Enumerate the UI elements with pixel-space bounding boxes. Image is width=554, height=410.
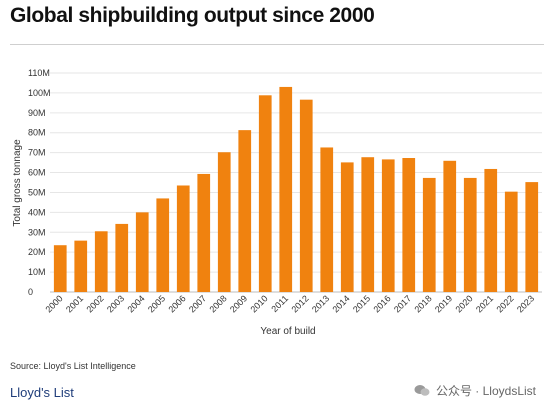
grid-lines — [50, 72, 542, 293]
bar-2000 — [53, 245, 67, 292]
bar-2010 — [258, 95, 272, 292]
y-tick-label: 110M — [28, 68, 50, 78]
y-tick-label: 40M — [28, 207, 46, 217]
x-tick-label: 2016 — [371, 293, 392, 314]
y-tick-label: 50M — [28, 187, 46, 197]
bar-2003 — [115, 223, 129, 292]
x-tick-label: 2007 — [187, 293, 208, 314]
y-tick-label: 80M — [28, 128, 46, 138]
x-tick-label: 2018 — [412, 293, 433, 314]
y-tick-label: 100M — [28, 88, 51, 98]
bar-2001 — [74, 240, 88, 292]
y-tick-label: 20M — [28, 247, 46, 257]
wechat-watermark: 公众号 · LloydsList — [409, 380, 540, 401]
y-tick-label: 30M — [28, 227, 46, 237]
bar-2023 — [525, 182, 539, 292]
bar-2020 — [463, 177, 477, 292]
chart-title: Global shipbuilding output since 2000 — [10, 4, 375, 27]
x-tick-label: 2006 — [166, 293, 187, 314]
bar-2019 — [443, 160, 457, 292]
y-tick-label: 10M — [28, 267, 46, 277]
x-tick-label: 2020 — [453, 293, 474, 314]
y-tick-label: 0 — [28, 287, 33, 297]
bar-2009 — [238, 130, 252, 292]
wechat-icon — [414, 385, 430, 396]
x-tick-label: 2017 — [392, 293, 413, 314]
bar-2021 — [484, 168, 498, 292]
x-tick-label: 2022 — [494, 293, 515, 314]
bar-2007 — [197, 173, 211, 292]
bars — [53, 86, 539, 292]
x-tick-label: 2012 — [289, 293, 310, 314]
x-tick-label: 2003 — [105, 293, 126, 314]
x-tick-label: 2023 — [515, 293, 536, 314]
x-tick-label: 2013 — [310, 293, 331, 314]
y-axis-ticks: 0 10M 20M 30M 40M 50M 60M 70M 80M 90M 100M 110M — [28, 68, 51, 297]
x-tick-label: 2004 — [125, 293, 146, 314]
y-tick-label: 70M — [28, 148, 46, 158]
source-note: Source: Lloyd's List Intelligence — [10, 361, 136, 371]
x-tick-label: 2021 — [474, 293, 495, 314]
x-tick-label: 2014 — [330, 293, 351, 314]
x-tick-label: 2010 — [248, 293, 269, 314]
watermark-text: 公众号 · LloydsList — [435, 384, 536, 398]
bar-2011 — [279, 86, 293, 292]
x-tick-label: 2000 — [43, 293, 64, 314]
bar-2002 — [94, 231, 108, 292]
bar-2005 — [156, 198, 170, 292]
lloyds-list-logo: Lloyd's List — [10, 385, 74, 400]
bar-2016 — [381, 159, 395, 292]
y-axis-label: Total gross tonnage — [12, 139, 23, 227]
bar-2022 — [504, 191, 518, 292]
x-axis-ticks: 2000 2001 2002 2003 2004 2005 2006 2007 2008 2009… — [43, 293, 536, 314]
x-axis-label: Year of build — [260, 326, 315, 337]
bar-2008 — [217, 152, 231, 292]
bar-2006 — [176, 185, 190, 292]
bar-2014 — [340, 162, 354, 292]
x-tick-label: 2011 — [269, 293, 290, 314]
x-tick-label: 2005 — [146, 293, 167, 314]
bar-2018 — [422, 177, 436, 292]
x-tick-label: 2001 — [64, 293, 85, 314]
bar-chart: 0 10M 20M 30M 40M 50M 60M 70M 80M 90M 100M 110M 200… — [12, 68, 542, 337]
x-tick-label: 2008 — [207, 293, 228, 314]
bar-2017 — [402, 158, 416, 292]
bar-2015 — [361, 157, 375, 292]
y-tick-label: 90M — [28, 108, 46, 118]
x-tick-label: 2019 — [433, 293, 454, 314]
title-divider — [10, 44, 544, 45]
x-tick-label: 2002 — [84, 293, 105, 314]
bar-2004 — [135, 212, 149, 292]
x-tick-label: 2015 — [351, 293, 372, 314]
bar-2013 — [320, 147, 334, 292]
bar-2012 — [299, 99, 313, 292]
y-tick-label: 60M — [28, 168, 46, 178]
x-tick-label: 2009 — [228, 293, 249, 314]
